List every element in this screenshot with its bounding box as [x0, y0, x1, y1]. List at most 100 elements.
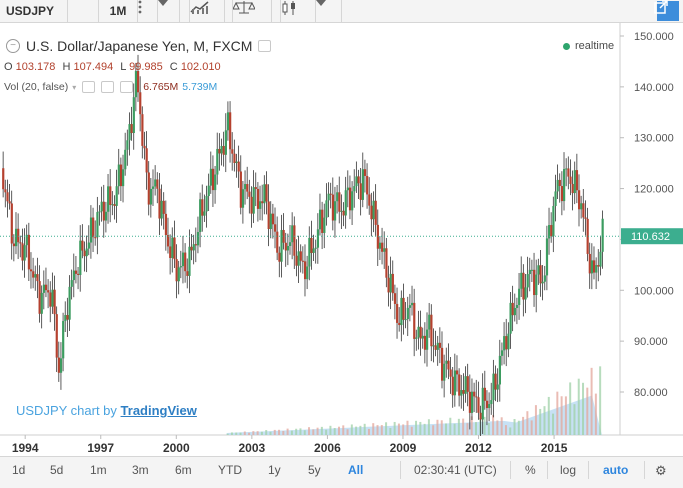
candles-icon[interactable] [280, 0, 316, 22]
candle-body [25, 234, 28, 246]
range-3m[interactable]: 3m [132, 463, 149, 477]
volume-ma-area [226, 395, 602, 435]
candle-body [205, 196, 208, 212]
volume-bar [342, 425, 345, 435]
volume-bar [504, 425, 507, 435]
log-toggle[interactable]: log [560, 463, 577, 477]
range-1d[interactable]: 1d [12, 463, 26, 477]
range-ytd[interactable]: YTD [218, 463, 242, 477]
volume-bar [269, 431, 272, 435]
candle-body [524, 287, 527, 300]
range-5y[interactable]: 5y [308, 463, 321, 477]
volume-ma-value: 5.739M [182, 81, 218, 93]
candle-body [190, 246, 193, 251]
candle-body [396, 303, 399, 323]
candle-body [12, 243, 16, 247]
candle-body [233, 153, 236, 163]
current-price-label: 110.632 [631, 231, 670, 243]
candle-body [368, 194, 371, 206]
candle-body [231, 149, 234, 154]
volume-bar [590, 367, 593, 435]
volume-bar [273, 429, 276, 435]
indicators-icon[interactable] [189, 0, 225, 22]
range-6m[interactable]: 6m [175, 463, 192, 477]
candle-body [597, 265, 600, 267]
chevron-down-icon[interactable]: ▾ [72, 82, 77, 92]
volume-bar [239, 432, 242, 435]
candle-body [321, 209, 324, 233]
auto-toggle[interactable]: auto [603, 463, 629, 477]
candle-body [582, 203, 585, 218]
volume-label: Vol (20, false) [4, 81, 69, 93]
range-1y[interactable]: 1y [268, 463, 281, 477]
range-5d[interactable]: 5d [50, 463, 64, 477]
close-icon[interactable] [120, 81, 134, 93]
range-all[interactable]: All [348, 463, 364, 477]
candle-body [592, 260, 596, 273]
candle-body [434, 345, 437, 350]
candle-body [263, 184, 266, 204]
chevron-down-icon[interactable] [316, 0, 342, 22]
range-1m[interactable]: 1m [90, 463, 107, 477]
candle-body [325, 200, 328, 218]
watermark[interactable]: USDJPY chart by TradingView [16, 403, 197, 418]
volume-bar [393, 421, 396, 435]
volume-bar [226, 433, 229, 435]
candle-body [590, 260, 594, 274]
volume-bar [445, 423, 448, 435]
more-vertical-icon[interactable] [138, 0, 158, 22]
candle-body [316, 229, 320, 248]
volume-bar [547, 396, 550, 435]
chevron-down-icon[interactable] [158, 0, 180, 22]
candle-body [27, 234, 31, 270]
candle-body [507, 333, 510, 350]
volume-bar [316, 427, 319, 435]
candle-body [271, 213, 275, 225]
candle-body [124, 149, 127, 170]
interval-button[interactable]: 1M [98, 0, 138, 22]
candle-body [385, 248, 388, 278]
volume-value: 6.765M [143, 81, 179, 93]
volume-bar [487, 422, 490, 435]
candle-body [59, 358, 63, 373]
candle-body [389, 273, 392, 293]
volume-bar [402, 424, 405, 435]
volume-bar [359, 425, 362, 435]
eye-icon[interactable] [82, 81, 96, 93]
collapse-icon[interactable]: − [6, 39, 20, 53]
gear-icon[interactable]: ⚙ [655, 463, 667, 478]
volume-bar [230, 432, 233, 435]
symbol-input[interactable]: USDJPY [0, 0, 68, 22]
volume-bar [295, 428, 298, 435]
percent-toggle[interactable]: % [525, 463, 536, 477]
candle-body [284, 242, 287, 251]
candle-body [483, 387, 487, 401]
bottom-bar: 1d 5d 1m 3m 6m YTD 1y 5y All 02:30:41 (UTC) % lo… [0, 456, 683, 488]
volume-bar [308, 427, 311, 435]
volume-bar [252, 431, 255, 435]
candle-body [560, 186, 564, 202]
settings-icon[interactable] [101, 81, 115, 93]
candle-body [473, 391, 476, 397]
candle-body [160, 200, 163, 219]
chart-area[interactable]: 150.000140.000130.000120.000110.000100.0… [0, 23, 683, 456]
volume-bar [346, 429, 349, 435]
popout-icon[interactable] [654, 0, 682, 22]
candle-body [269, 213, 272, 230]
time-tick-label: 2012 [465, 441, 492, 455]
price-chart[interactable]: 150.000140.000130.000120.000110.000100.0… [0, 23, 683, 456]
close-value: 102.010 [180, 61, 221, 73]
volume-bar [474, 422, 477, 435]
tradingview-link[interactable]: TradingView [120, 403, 197, 418]
candle-body [53, 289, 56, 315]
candle-body [535, 274, 538, 296]
candle-body [276, 231, 279, 253]
compare-icon[interactable] [232, 0, 272, 22]
candle-body [149, 188, 153, 205]
volume-bar [496, 420, 499, 435]
candle-body [259, 201, 262, 209]
settings-icon[interactable] [258, 40, 272, 52]
volume-bar [355, 426, 358, 435]
volume-bar [453, 423, 456, 435]
candle-body [66, 315, 69, 320]
